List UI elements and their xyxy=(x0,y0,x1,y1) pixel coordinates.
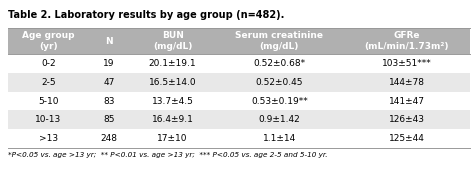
Text: 20.1±19.1: 20.1±19.1 xyxy=(149,59,196,68)
Bar xyxy=(129,110,216,129)
Text: 0-2: 0-2 xyxy=(41,59,56,68)
Text: 2-5: 2-5 xyxy=(41,78,56,87)
Bar xyxy=(129,54,216,73)
Bar xyxy=(129,92,216,110)
Text: 5-10: 5-10 xyxy=(38,96,59,105)
Bar xyxy=(216,73,343,92)
Bar xyxy=(343,92,470,110)
Bar xyxy=(8,92,89,110)
Text: 16.5±14.0: 16.5±14.0 xyxy=(149,78,196,87)
Text: 83: 83 xyxy=(103,96,115,105)
Bar xyxy=(8,73,89,92)
Bar xyxy=(89,110,129,129)
Bar xyxy=(129,28,216,54)
Text: N: N xyxy=(105,36,113,45)
Bar xyxy=(129,129,216,148)
Text: 0.53±0.19**: 0.53±0.19** xyxy=(251,96,308,105)
Text: GFRe
(mL/min/1.73m²): GFRe (mL/min/1.73m²) xyxy=(364,31,449,51)
Text: >13: >13 xyxy=(39,134,58,143)
Text: 0.52±0.68*: 0.52±0.68* xyxy=(254,59,305,68)
Text: 0.52±0.45: 0.52±0.45 xyxy=(255,78,303,87)
Text: 248: 248 xyxy=(100,134,118,143)
Bar xyxy=(8,110,89,129)
Bar xyxy=(216,92,343,110)
Bar xyxy=(89,92,129,110)
Bar xyxy=(343,110,470,129)
Text: 1.1±14: 1.1±14 xyxy=(263,134,296,143)
Text: 125±44: 125±44 xyxy=(389,134,424,143)
Bar xyxy=(343,73,470,92)
Text: Serum creatinine
(mg/dL): Serum creatinine (mg/dL) xyxy=(236,31,323,51)
Text: 10-13: 10-13 xyxy=(35,115,62,124)
Text: 16.4±9.1: 16.4±9.1 xyxy=(152,115,193,124)
Bar xyxy=(8,54,89,73)
Bar xyxy=(89,73,129,92)
Bar xyxy=(89,129,129,148)
Text: 141±47: 141±47 xyxy=(389,96,425,105)
Text: 126±43: 126±43 xyxy=(389,115,425,124)
Text: 0.9±1.42: 0.9±1.42 xyxy=(258,115,301,124)
Bar xyxy=(8,129,89,148)
Text: 47: 47 xyxy=(103,78,115,87)
Bar xyxy=(343,28,470,54)
Bar xyxy=(129,73,216,92)
Text: 17±10: 17±10 xyxy=(157,134,188,143)
Bar xyxy=(89,28,129,54)
Text: 103±51***: 103±51*** xyxy=(382,59,431,68)
Bar xyxy=(216,28,343,54)
Text: BUN
(mg/dL): BUN (mg/dL) xyxy=(153,31,192,51)
Bar xyxy=(343,54,470,73)
Bar xyxy=(216,129,343,148)
Text: Table 2. Laboratory results by age group (n=482).: Table 2. Laboratory results by age group… xyxy=(8,10,284,20)
Bar xyxy=(343,129,470,148)
Bar xyxy=(216,110,343,129)
Bar xyxy=(216,54,343,73)
Text: *P<0.05 vs. age >13 yr;  ** P<0.01 vs. age >13 yr;  *** P<0.05 vs. age 2-5 and 5: *P<0.05 vs. age >13 yr; ** P<0.01 vs. ag… xyxy=(8,152,328,158)
Text: 85: 85 xyxy=(103,115,115,124)
Text: 144±78: 144±78 xyxy=(389,78,425,87)
Text: 19: 19 xyxy=(103,59,115,68)
Text: 13.7±4.5: 13.7±4.5 xyxy=(152,96,193,105)
Text: Age group
(yr): Age group (yr) xyxy=(22,31,75,51)
Bar xyxy=(89,54,129,73)
Bar xyxy=(8,28,89,54)
